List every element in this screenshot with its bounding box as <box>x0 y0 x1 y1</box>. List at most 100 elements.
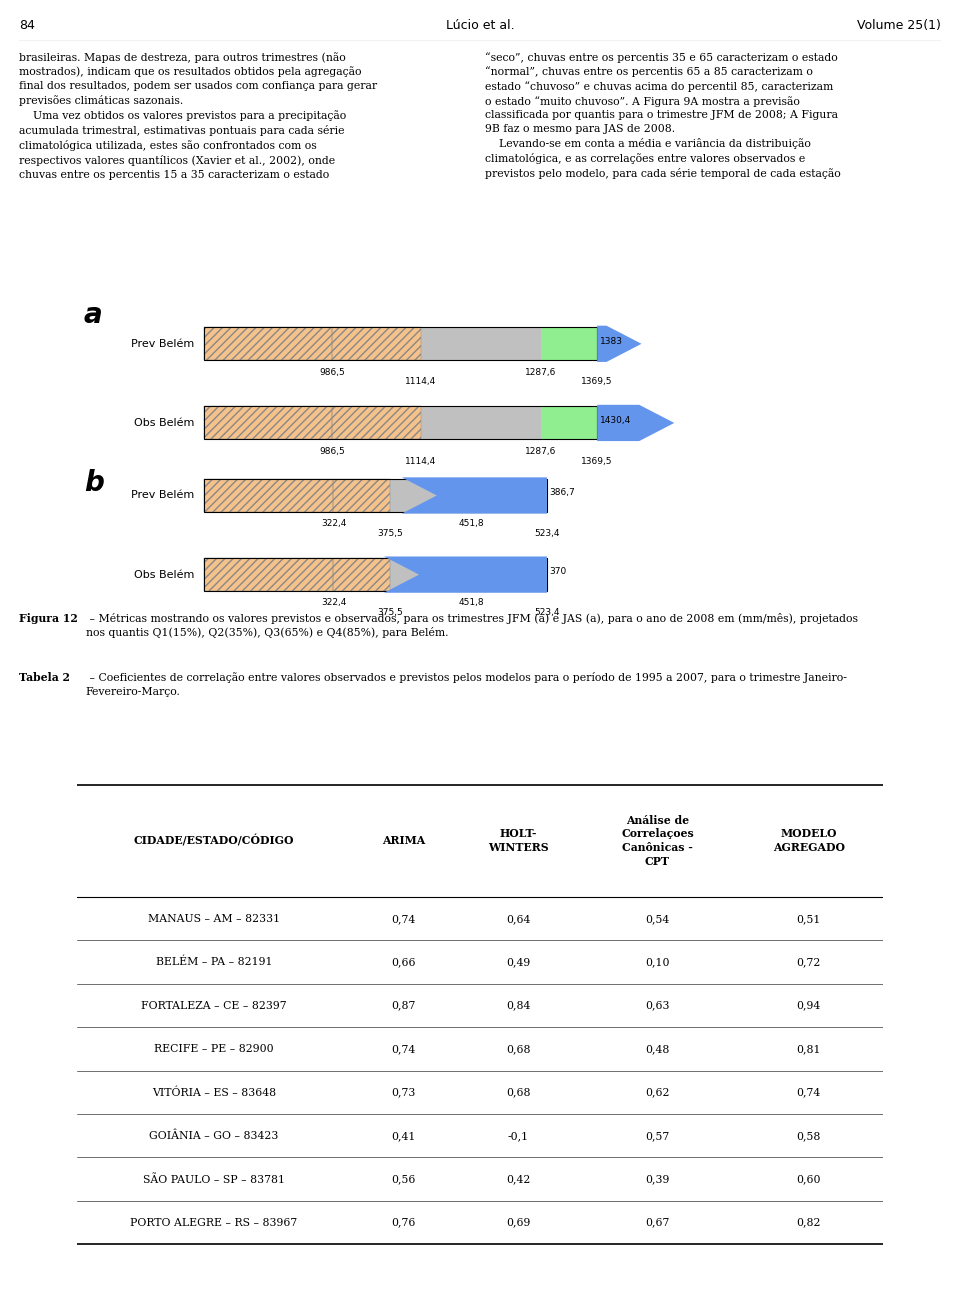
Text: 0,48: 0,48 <box>645 1043 669 1054</box>
Text: Tabela 2: Tabela 2 <box>19 672 70 684</box>
Text: VITÓRIA – ES – 83648: VITÓRIA – ES – 83648 <box>152 1087 276 1098</box>
Text: GOIÂNIA – GO – 83423: GOIÂNIA – GO – 83423 <box>149 1130 278 1140</box>
Bar <box>390 559 471 591</box>
Text: 1430,4: 1430,4 <box>600 416 631 425</box>
Text: 1287,6: 1287,6 <box>525 446 556 455</box>
Text: Lúcio et al.: Lúcio et al. <box>445 18 515 31</box>
Text: FORTALEZA – CE – 82397: FORTALEZA – CE – 82397 <box>141 1001 287 1011</box>
Bar <box>204 406 332 440</box>
Text: 451,8: 451,8 <box>458 599 484 608</box>
Bar <box>333 559 390 591</box>
Polygon shape <box>597 326 641 362</box>
Text: 0,58: 0,58 <box>797 1131 821 1140</box>
Bar <box>390 478 471 512</box>
Bar <box>332 327 420 361</box>
Text: Prev Belém: Prev Belém <box>132 490 194 500</box>
Text: 1114,4: 1114,4 <box>405 456 437 465</box>
Text: brasileiras. Mapas de destreza, para outros trimestres (não
mostrados), indicam : brasileiras. Mapas de destreza, para out… <box>19 52 377 180</box>
Text: a: a <box>84 301 103 328</box>
Bar <box>332 327 420 361</box>
Bar <box>204 327 597 361</box>
Text: 0,62: 0,62 <box>645 1087 670 1098</box>
Text: 0,94: 0,94 <box>797 1001 821 1011</box>
Text: 0,84: 0,84 <box>506 1001 531 1011</box>
Polygon shape <box>597 405 674 441</box>
Text: 0,69: 0,69 <box>506 1218 531 1227</box>
Bar <box>540 406 597 440</box>
Text: 0,81: 0,81 <box>797 1043 821 1054</box>
Text: 451,8: 451,8 <box>458 520 484 529</box>
Text: 0,39: 0,39 <box>645 1174 669 1184</box>
Bar <box>471 559 547 591</box>
Text: 0,73: 0,73 <box>392 1087 416 1098</box>
Text: -0,1: -0,1 <box>508 1131 529 1140</box>
Text: 386,7: 386,7 <box>550 489 575 498</box>
Text: 1287,6: 1287,6 <box>525 367 556 376</box>
Text: 0,74: 0,74 <box>392 1043 416 1054</box>
Bar <box>332 406 420 440</box>
Text: 986,5: 986,5 <box>320 367 346 376</box>
Text: 322,4: 322,4 <box>321 520 347 529</box>
Text: 0,66: 0,66 <box>391 957 416 967</box>
Text: 0,42: 0,42 <box>506 1174 531 1184</box>
Text: MODELO
AGREGADO: MODELO AGREGADO <box>773 829 845 853</box>
Text: 375,5: 375,5 <box>377 608 403 617</box>
Text: 0,68: 0,68 <box>506 1087 531 1098</box>
Text: Volume 25(1): Volume 25(1) <box>857 18 941 31</box>
Text: 1383: 1383 <box>600 336 623 345</box>
Bar <box>333 478 390 512</box>
Text: 1369,5: 1369,5 <box>582 378 612 387</box>
Text: b: b <box>84 469 104 497</box>
Text: 0,57: 0,57 <box>645 1131 669 1140</box>
Text: 322,4: 322,4 <box>321 599 347 608</box>
Text: Obs Belém: Obs Belém <box>134 418 194 428</box>
Text: 523,4: 523,4 <box>534 608 560 617</box>
Text: 0,72: 0,72 <box>797 957 821 967</box>
Bar <box>333 478 390 512</box>
Text: Figura 12: Figura 12 <box>19 613 78 625</box>
Bar <box>420 327 540 361</box>
Text: 0,82: 0,82 <box>797 1218 821 1227</box>
Text: 0,51: 0,51 <box>797 914 821 923</box>
Bar <box>204 478 333 512</box>
Bar <box>204 406 332 440</box>
Polygon shape <box>384 556 547 592</box>
Bar <box>204 559 333 591</box>
Text: 375,5: 375,5 <box>377 529 403 538</box>
Text: 0,67: 0,67 <box>645 1218 669 1227</box>
Text: 0,64: 0,64 <box>506 914 531 923</box>
Bar <box>204 478 547 512</box>
Text: 0,74: 0,74 <box>392 914 416 923</box>
Bar <box>204 327 332 361</box>
Text: 0,87: 0,87 <box>392 1001 416 1011</box>
Text: ARIMA: ARIMA <box>382 835 425 847</box>
Text: 986,5: 986,5 <box>320 446 346 455</box>
Bar <box>204 559 333 591</box>
Text: CIDADE/ESTADO/CÓDIGO: CIDADE/ESTADO/CÓDIGO <box>133 835 294 847</box>
Text: 523,4: 523,4 <box>534 529 560 538</box>
Text: 0,49: 0,49 <box>506 957 531 967</box>
Text: 1114,4: 1114,4 <box>405 378 437 387</box>
Text: 0,10: 0,10 <box>645 957 670 967</box>
Text: – Métricas mostrando os valores previstos e observados, para os trimestres JFM (: – Métricas mostrando os valores previsto… <box>85 613 857 639</box>
Bar <box>204 327 332 361</box>
Bar <box>333 559 390 591</box>
Text: 0,74: 0,74 <box>797 1087 821 1098</box>
Text: 370: 370 <box>550 568 567 577</box>
Text: BELÉM – PA – 82191: BELÉM – PA – 82191 <box>156 957 272 967</box>
Bar <box>540 327 597 361</box>
Text: HOLT-
WINTERS: HOLT- WINTERS <box>488 829 548 853</box>
Text: 0,60: 0,60 <box>797 1174 821 1184</box>
Text: SÃO PAULO – SP – 83781: SÃO PAULO – SP – 83781 <box>143 1174 285 1184</box>
Text: Prev Belém: Prev Belém <box>132 339 194 349</box>
Text: 0,54: 0,54 <box>645 914 669 923</box>
Text: 0,63: 0,63 <box>645 1001 670 1011</box>
Text: MANAUS – AM – 82331: MANAUS – AM – 82331 <box>148 914 280 923</box>
Text: PORTO ALEGRE – RS – 83967: PORTO ALEGRE – RS – 83967 <box>131 1218 298 1227</box>
Text: 84: 84 <box>19 18 36 31</box>
Bar <box>332 406 420 440</box>
Text: – Coeficientes de correlação entre valores observados e previstos pelos modelos : – Coeficientes de correlação entre valor… <box>85 672 847 697</box>
Text: Análise de
Correlaçoes
Canônicas -
CPT: Análise de Correlaçoes Canônicas - CPT <box>621 815 694 866</box>
Text: RECIFE – PE – 82900: RECIFE – PE – 82900 <box>154 1043 274 1054</box>
Bar <box>204 406 597 440</box>
